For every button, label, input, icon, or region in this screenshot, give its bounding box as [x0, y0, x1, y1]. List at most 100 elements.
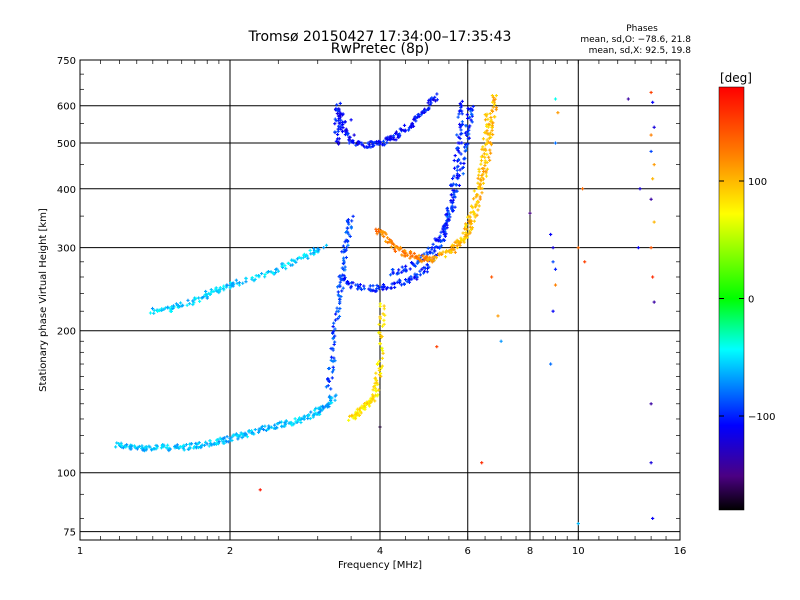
trace-point [218, 286, 222, 290]
trace-point [485, 152, 489, 156]
trace-point [488, 131, 493, 135]
trace-point [333, 327, 337, 331]
trace-point [430, 260, 434, 264]
scatter-point [553, 141, 558, 145]
trace-point [168, 447, 172, 451]
trace-point [350, 413, 354, 417]
trace-point [381, 282, 386, 287]
trace-point [459, 161, 463, 165]
trace-point [204, 292, 208, 297]
trace-point [432, 98, 436, 102]
trace-point [491, 100, 495, 104]
x-tick-label: 1 [77, 546, 83, 557]
trace-point [464, 223, 468, 227]
trace-point [267, 424, 271, 428]
trace-point [408, 256, 412, 260]
trace-point [345, 280, 350, 284]
trace-point [462, 145, 467, 149]
trace-point [335, 132, 340, 137]
trace-point [152, 311, 156, 315]
trace-point [467, 132, 471, 136]
trace-point [369, 400, 373, 404]
trace-point [337, 107, 341, 111]
scatter-point [636, 246, 640, 250]
trace-point [399, 283, 404, 287]
trace-point [192, 446, 196, 450]
trace-point [393, 285, 397, 290]
scatter-point [349, 118, 353, 122]
trace-point [381, 312, 385, 316]
trace-point [457, 112, 461, 116]
trace-point [456, 157, 461, 162]
x-tick-label: 6 [465, 546, 471, 557]
trace-point [444, 222, 448, 226]
trace-point [466, 107, 471, 111]
trace-point [336, 316, 340, 321]
trace-point [204, 440, 208, 444]
trace-point [162, 307, 166, 311]
trace-point [329, 346, 333, 351]
trace-point [476, 186, 481, 190]
trace-point [144, 448, 148, 452]
trace-point [331, 324, 335, 329]
trace-point [369, 145, 373, 149]
trace-point [276, 269, 280, 273]
y-tick-label: 200 [57, 327, 76, 338]
trace-point [178, 301, 183, 305]
trace-point [222, 288, 226, 292]
trace-point [377, 322, 381, 327]
trace-point [300, 416, 304, 421]
trace-point [451, 188, 455, 192]
trace-point [343, 120, 347, 124]
trace-point [373, 140, 377, 145]
trace-point [250, 277, 254, 281]
trace-point [337, 314, 342, 319]
trace-point [312, 246, 316, 251]
trace-point [115, 441, 119, 445]
trace-point [402, 282, 406, 286]
trace-point [428, 103, 432, 107]
trace-point [371, 388, 375, 392]
y-tick-label: 500 [57, 139, 76, 150]
trace-point [378, 302, 382, 306]
trace-point [347, 141, 351, 145]
trace-point [330, 376, 334, 380]
trace-point [292, 422, 296, 426]
trace-point [447, 212, 452, 216]
trace-point [368, 284, 372, 288]
trace-point [278, 420, 282, 424]
trace-point [465, 133, 469, 137]
trace-point [333, 359, 337, 363]
trace-point [349, 225, 353, 229]
trace-point [462, 161, 466, 166]
trace-point [478, 178, 483, 182]
trace-point [406, 128, 411, 132]
trace-point [416, 115, 420, 119]
x-axis-ticks: 1 2 4 6 8 10 16 [77, 60, 686, 557]
trace-point [322, 406, 326, 410]
trace-point [331, 359, 335, 364]
trace-point [207, 444, 211, 448]
trace-point [178, 305, 182, 309]
trace-point [485, 141, 489, 145]
trace-point [338, 115, 343, 119]
scatter-point [652, 125, 656, 129]
trace-point [329, 387, 333, 391]
trace-point [452, 248, 456, 252]
trace-point [342, 277, 346, 281]
scatter-point [499, 339, 503, 343]
trace-point [460, 141, 464, 145]
trace-point [347, 281, 351, 286]
trace-point [378, 140, 382, 144]
trace-point [483, 155, 487, 159]
trace-point [301, 256, 306, 260]
trace-point [490, 109, 495, 114]
scatter-point [528, 211, 532, 215]
scatter-point [580, 187, 585, 191]
trace-point [260, 424, 264, 429]
scatter-point [480, 461, 484, 465]
trace-point [334, 139, 338, 143]
trace-point [450, 176, 455, 181]
trace-point [114, 445, 118, 449]
trace-point [453, 250, 457, 254]
